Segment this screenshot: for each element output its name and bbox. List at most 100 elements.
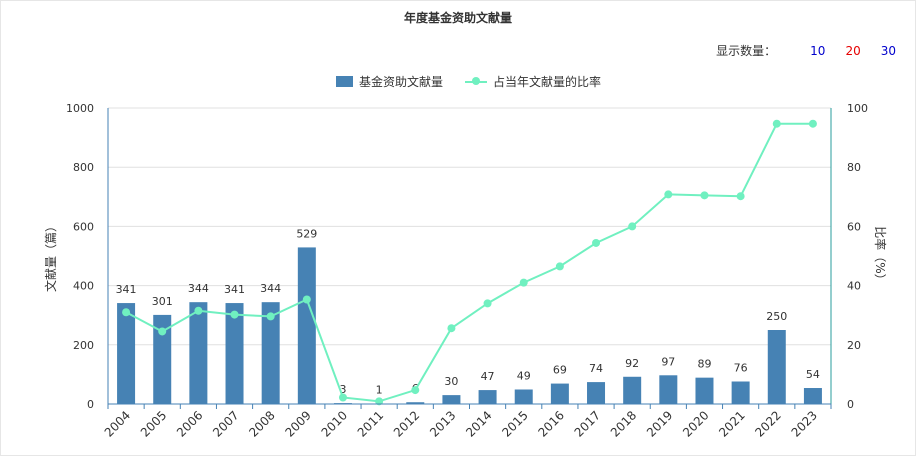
ratio-point[interactable] (628, 222, 637, 231)
x-tick-label: 2022 (752, 408, 783, 439)
legend-line-swatch (465, 76, 488, 87)
bar-series (117, 247, 822, 405)
bar-value-label: 74 (589, 362, 603, 375)
bar[interactable] (550, 383, 569, 404)
bar-value-label: 341 (224, 283, 245, 296)
bar[interactable] (659, 375, 678, 404)
legend-bar-label: 基金资助文献量 (359, 75, 444, 89)
ratio-point[interactable] (519, 278, 528, 287)
bar-value-label: 301 (152, 295, 173, 308)
y-tick-label-left: 1000 (66, 102, 94, 115)
bar[interactable] (189, 302, 208, 404)
bar-value-label: 529 (296, 227, 317, 240)
bar[interactable] (767, 330, 786, 404)
bar-value-label: 344 (188, 282, 209, 295)
bar[interactable] (442, 395, 461, 404)
bar[interactable] (261, 302, 280, 404)
x-tick-label: 2012 (391, 408, 422, 439)
bar-value-label: 69 (553, 364, 567, 377)
x-tick-label: 2006 (174, 408, 205, 439)
bar-value-label: 1 (376, 384, 383, 397)
line-series (122, 119, 817, 406)
ratio-point[interactable] (700, 191, 709, 200)
y-tick-label-left: 0 (87, 398, 94, 411)
bar[interactable] (297, 247, 316, 404)
y-tick-label-left: 600 (73, 220, 94, 233)
x-tick-label: 2005 (138, 408, 169, 439)
y-tick-label-right: 100 (847, 102, 868, 115)
x-tick-label: 2014 (463, 408, 494, 439)
y-tick-label-left: 200 (73, 339, 94, 352)
x-tick-label: 2016 (535, 408, 566, 439)
gridlines (108, 107, 831, 346)
ratio-point[interactable] (555, 262, 564, 271)
bar-value-label: 49 (517, 369, 531, 382)
ratio-point[interactable] (302, 295, 311, 304)
ratio-point[interactable] (772, 119, 781, 128)
count-option-30[interactable]: 30 (880, 43, 896, 58)
bar[interactable] (478, 390, 497, 404)
bar[interactable] (225, 303, 244, 404)
y-tick-label-left: 800 (73, 161, 94, 174)
ratio-point[interactable] (411, 386, 420, 395)
display-count-selector: 显示数量： 10 20 30 (716, 42, 896, 59)
ratio-point[interactable] (736, 192, 745, 201)
ratio-point[interactable] (122, 308, 131, 317)
x-tick-label: 2018 (608, 408, 639, 439)
bar-value-label: 54 (806, 368, 820, 381)
ratio-point[interactable] (230, 310, 239, 319)
x-tick-label: 2023 (789, 408, 820, 439)
bar-value-label: 47 (481, 370, 495, 383)
ratio-point[interactable] (375, 397, 384, 406)
bar-value-label: 344 (260, 282, 281, 295)
x-tick-label: 2010 (319, 408, 350, 439)
x-tick-label: 2009 (282, 408, 313, 439)
ratio-point[interactable] (158, 327, 167, 336)
y-axis-title-left: 文献量（篇） (43, 220, 58, 292)
ratio-line (125, 122, 813, 403)
y-tick-label-left: 400 (73, 280, 94, 293)
bar[interactable] (117, 303, 136, 404)
ratio-point[interactable] (483, 299, 492, 308)
legend-bar-swatch (336, 76, 353, 87)
count-option-10[interactable]: 10 (810, 43, 826, 58)
bar-value-label: 30 (444, 375, 458, 388)
ratio-point[interactable] (664, 190, 673, 199)
bar[interactable] (695, 377, 714, 404)
bar[interactable] (587, 382, 606, 404)
legend-item-line-series[interactable]: 占当年文献量的比率 (465, 73, 601, 90)
bar-data-labels: 3413013443413445293163047496974929789762… (116, 227, 820, 396)
bar-value-label: 97 (661, 355, 675, 368)
bar[interactable] (731, 381, 750, 404)
bar-value-label: 92 (625, 357, 639, 370)
y-tick-label-right: 80 (847, 161, 861, 174)
x-tick-label: 2007 (210, 408, 241, 439)
count-option-20[interactable]: 20 (845, 43, 861, 58)
x-tick-label: 2015 (499, 408, 530, 439)
x-tick-label: 2008 (246, 408, 277, 439)
y-tick-label-right: 40 (847, 280, 861, 293)
bar[interactable] (514, 389, 533, 404)
legend-item-bar-series[interactable]: 基金资助文献量 (336, 73, 443, 90)
bar[interactable] (153, 314, 172, 404)
bar-value-label: 76 (734, 362, 748, 375)
bar-value-label: 3 (339, 383, 346, 396)
bar-value-label: 341 (116, 283, 137, 296)
display-count-label: 显示数量： (716, 44, 777, 58)
ratio-point[interactable] (266, 312, 275, 321)
y-tick-label-right: 0 (847, 398, 854, 411)
y-tick-label-right: 60 (847, 220, 861, 233)
ratio-point[interactable] (338, 393, 347, 402)
bar[interactable] (406, 402, 425, 404)
bar[interactable] (623, 376, 642, 404)
bar[interactable] (803, 388, 822, 404)
ratio-point[interactable] (447, 324, 456, 333)
x-tick-label: 2019 (644, 408, 675, 439)
y-tick-label-right: 20 (847, 339, 861, 352)
x-tick-label: 2021 (716, 408, 747, 439)
x-tick-label: 2013 (427, 408, 458, 439)
ratio-point[interactable] (194, 306, 203, 315)
ratio-point[interactable] (592, 238, 601, 247)
ratio-point[interactable] (808, 119, 817, 128)
